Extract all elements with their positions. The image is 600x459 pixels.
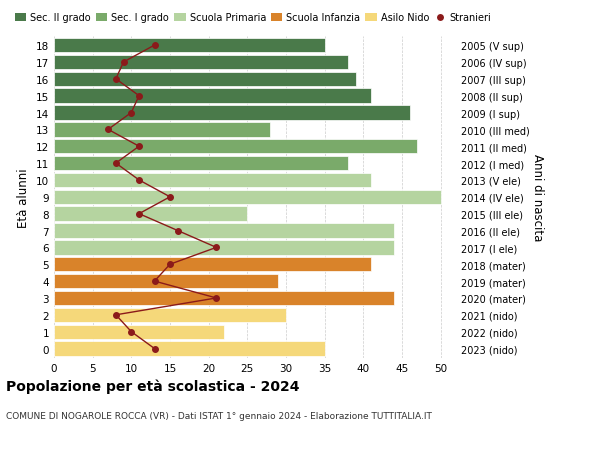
Bar xyxy=(54,291,394,305)
Bar xyxy=(54,123,271,137)
Bar xyxy=(54,207,247,221)
Y-axis label: Età alunni: Età alunni xyxy=(17,168,31,227)
Y-axis label: Anni di nascita: Anni di nascita xyxy=(530,154,544,241)
Bar xyxy=(54,90,371,104)
Bar xyxy=(54,157,348,171)
Bar xyxy=(54,325,224,339)
Bar xyxy=(54,174,371,188)
Bar xyxy=(54,308,286,322)
Bar xyxy=(54,73,355,87)
Bar xyxy=(54,190,440,205)
Bar xyxy=(54,341,325,356)
Bar xyxy=(54,224,394,238)
Bar xyxy=(54,257,371,272)
Text: Popolazione per età scolastica - 2024: Popolazione per età scolastica - 2024 xyxy=(6,379,299,393)
Legend: Sec. II grado, Sec. I grado, Scuola Primaria, Scuola Infanzia, Asilo Nido, Stran: Sec. II grado, Sec. I grado, Scuola Prim… xyxy=(11,10,495,27)
Text: COMUNE DI NOGAROLE ROCCA (VR) - Dati ISTAT 1° gennaio 2024 - Elaborazione TUTTIT: COMUNE DI NOGAROLE ROCCA (VR) - Dati IST… xyxy=(6,411,432,420)
Bar xyxy=(54,106,410,120)
Bar xyxy=(54,140,418,154)
Bar xyxy=(54,56,348,70)
Bar xyxy=(54,241,394,255)
Bar xyxy=(54,39,325,53)
Bar xyxy=(54,274,278,289)
